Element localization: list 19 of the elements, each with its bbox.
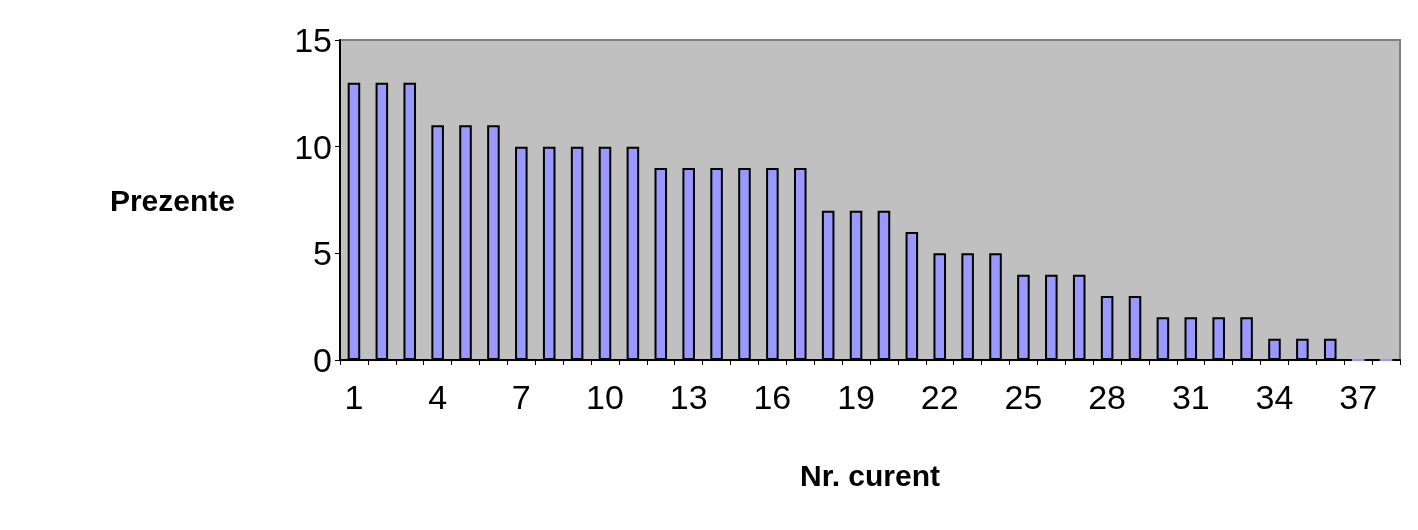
x-tick-label: 34: [1255, 378, 1294, 416]
x-tick-label: 4: [428, 378, 448, 416]
x-tick-label: 37: [1339, 378, 1378, 416]
x-tick-label: 16: [753, 378, 792, 416]
x-tick-label: 22: [920, 378, 959, 416]
y-tick-label: 0: [313, 341, 332, 379]
y-tick-label: 5: [313, 234, 332, 273]
x-tick-label: 1: [344, 378, 364, 416]
x-tick-label: 7: [511, 378, 531, 416]
x-axis-title: Nr. curent: [799, 458, 941, 492]
x-tick-label: 13: [669, 378, 708, 416]
x-tick-label: 10: [586, 378, 624, 416]
y-axis-title: Prezente: [109, 183, 235, 217]
y-tick-label: 10: [294, 127, 332, 166]
x-tick-label: 31: [1171, 378, 1210, 416]
x-tick-label: 19: [837, 378, 875, 416]
x-tick-label: 25: [1004, 378, 1043, 416]
x-tick-label: 28: [1088, 378, 1127, 416]
y-tick-label: 15: [294, 21, 332, 59]
